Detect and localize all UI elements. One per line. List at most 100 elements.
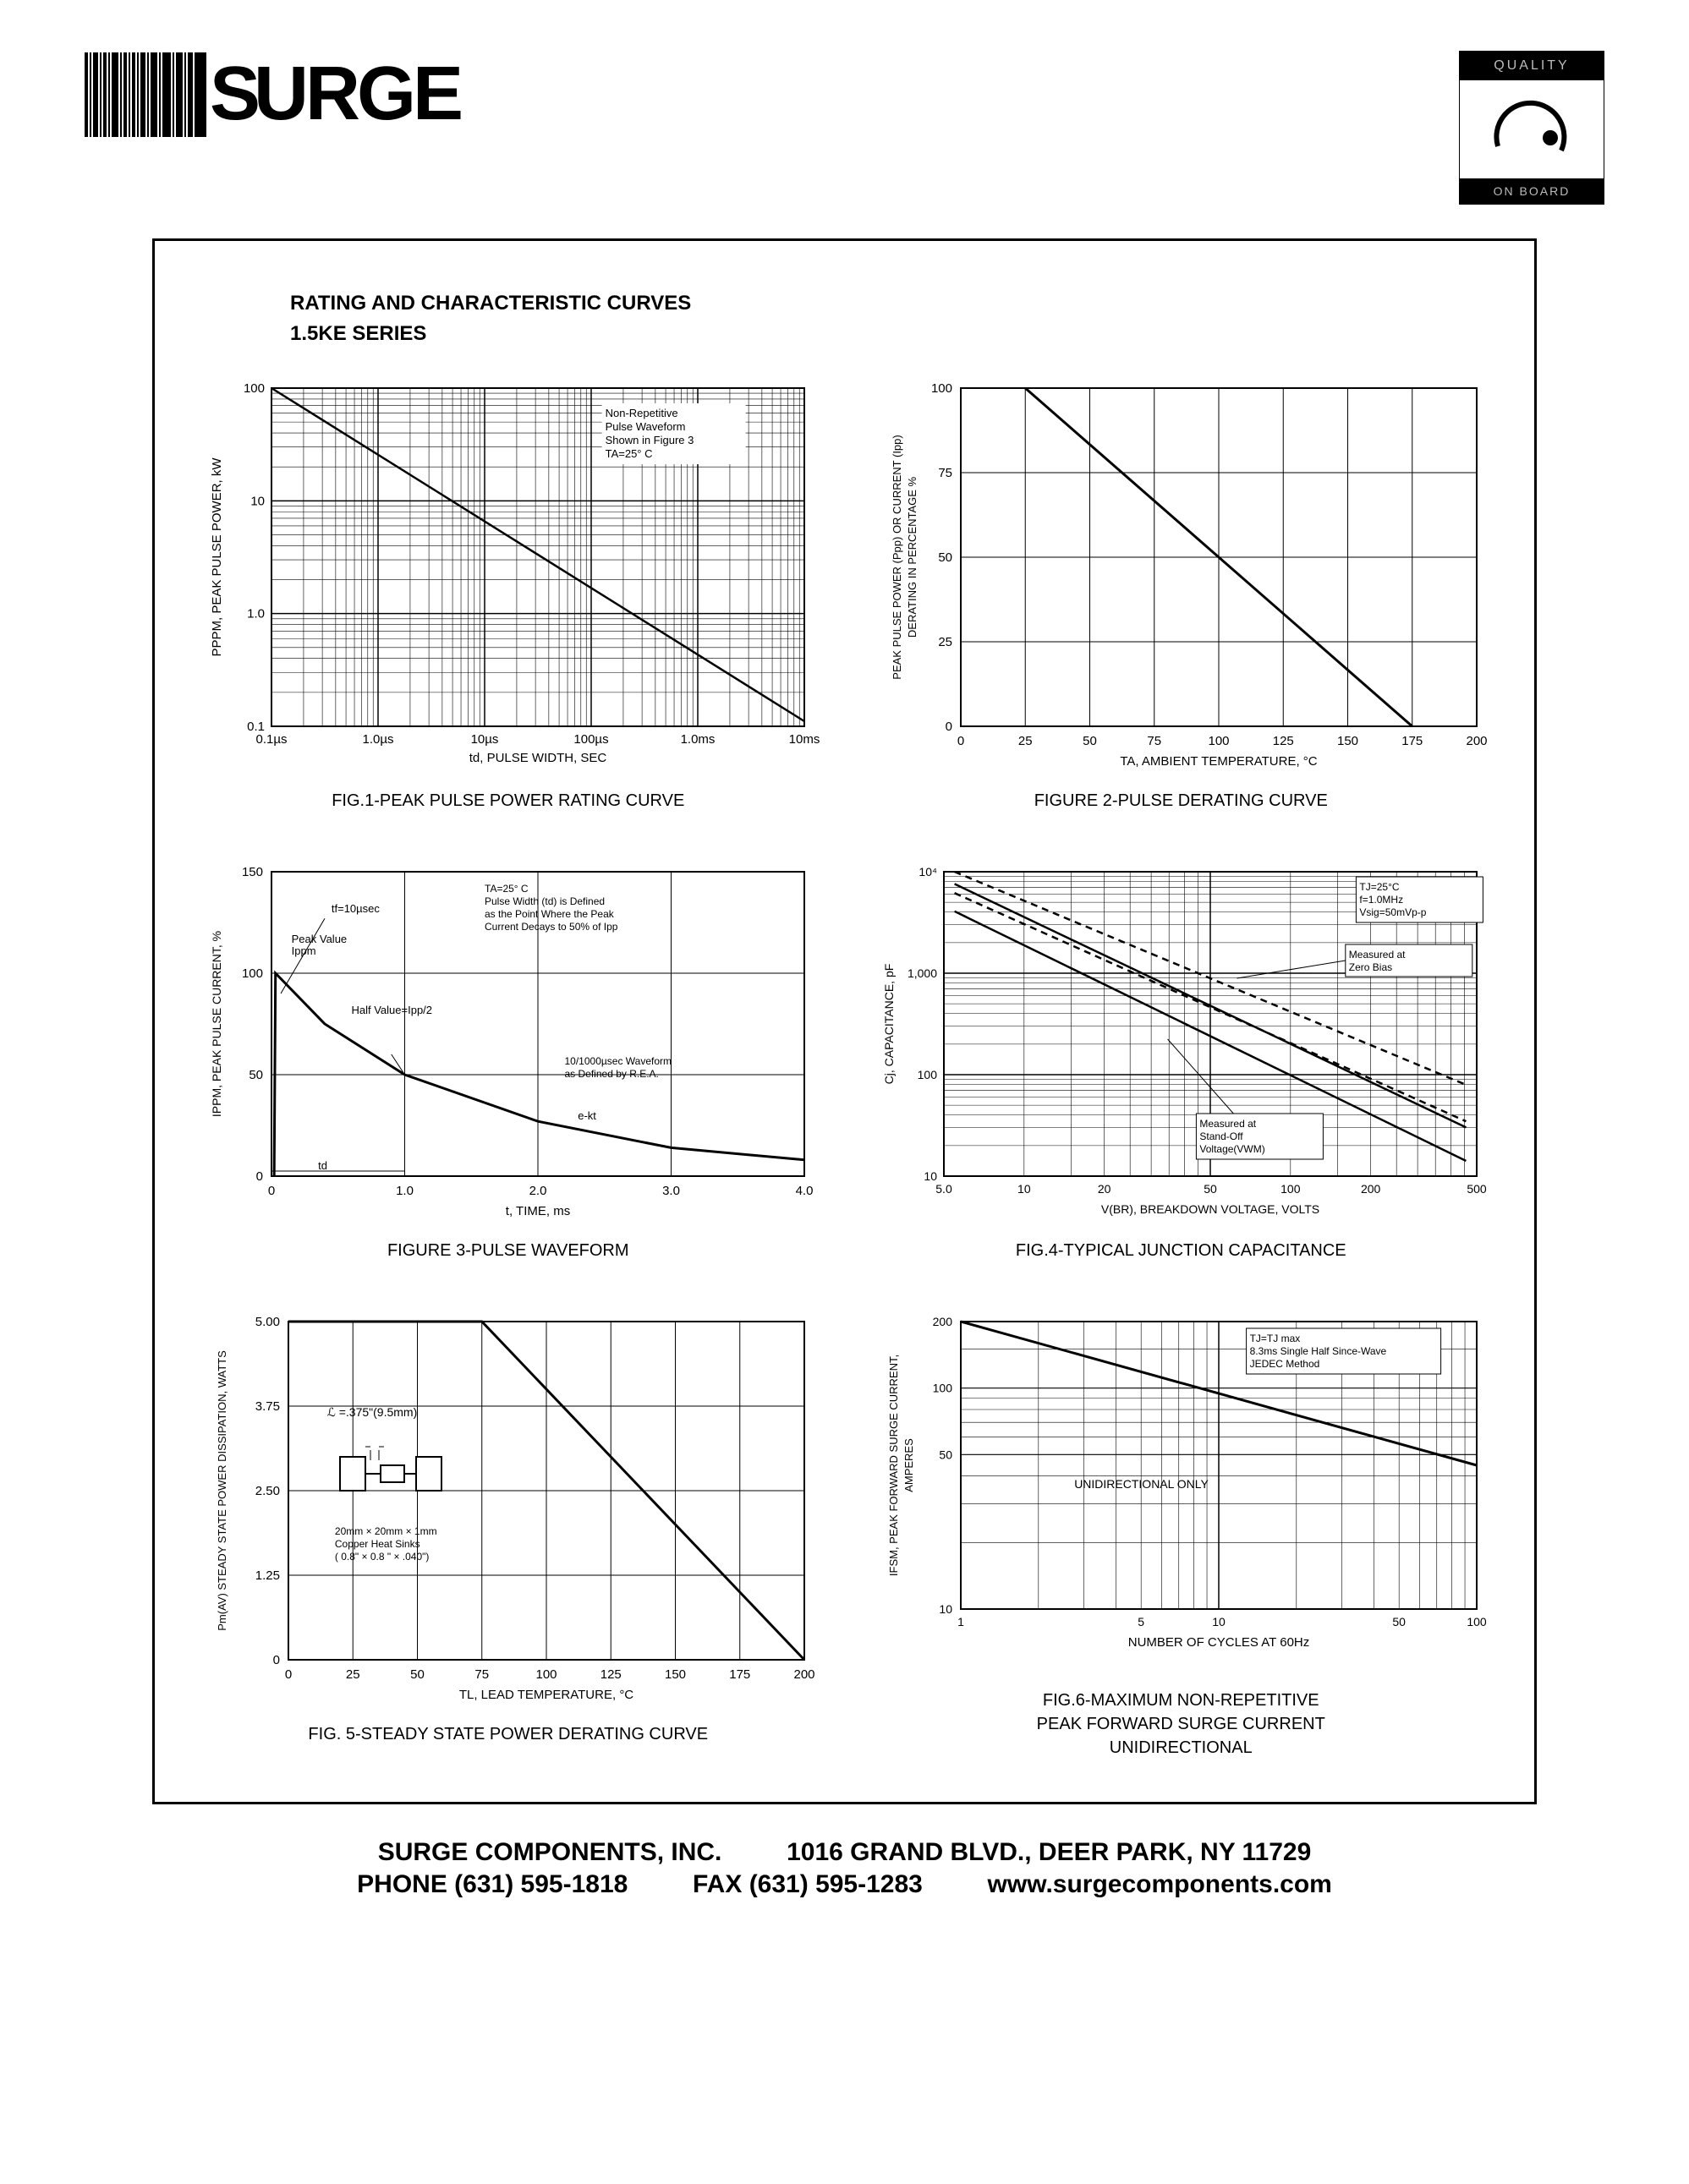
- fig4-caption: FIG.4-TYPICAL JUNCTION CAPACITANCE: [1016, 1239, 1346, 1262]
- svg-text:3.0: 3.0: [662, 1184, 680, 1198]
- svg-text:Non-Repetitive: Non-Repetitive: [605, 407, 677, 419]
- badge-icon: [1460, 80, 1604, 178]
- svg-text:100: 100: [242, 966, 263, 981]
- svg-text:f=1.0MHz: f=1.0MHz: [1360, 894, 1404, 906]
- fig6-caption: FIG.6-MAXIMUM NON-REPETITIVEPEAK FORWARD…: [1037, 1689, 1325, 1760]
- svg-text:td, PULSE WIDTH, SEC: td, PULSE WIDTH, SEC: [469, 751, 606, 765]
- svg-text:200: 200: [793, 1667, 814, 1682]
- svg-text:5.00: 5.00: [255, 1315, 280, 1329]
- svg-text:Ippm: Ippm: [291, 944, 315, 957]
- brand-text: SURGE: [210, 51, 460, 138]
- svg-text:5: 5: [1138, 1615, 1145, 1628]
- svg-text:as Defined by R.E.A.: as Defined by R.E.A.: [564, 1068, 658, 1080]
- footer-fax: FAX (631) 595-1283: [693, 1870, 923, 1898]
- svg-text:100: 100: [1280, 1182, 1301, 1196]
- svg-text:TL, LEAD TEMPERATURE, °C: TL, LEAD TEMPERATURE, °C: [459, 1688, 633, 1702]
- svg-text:10: 10: [1212, 1615, 1226, 1628]
- svg-text:100: 100: [535, 1667, 557, 1682]
- svg-text:0: 0: [272, 1653, 279, 1667]
- svg-text:175: 175: [729, 1667, 750, 1682]
- section-title: RATING AND CHARACTERISTIC CURVES: [290, 292, 1500, 315]
- chart-row-3: 025507510012515017520001.252.503.755.00ℒ…: [189, 1305, 1500, 1760]
- svg-text:8.3ms Single Half Since-Wave: 8.3ms Single Half Since-Wave: [1250, 1345, 1387, 1357]
- svg-text:100: 100: [1209, 734, 1230, 748]
- svg-text:200: 200: [1467, 734, 1488, 748]
- svg-text:0.1µs: 0.1µs: [255, 732, 287, 747]
- svg-text:Current Decays to 50% of Ipp: Current Decays to 50% of Ipp: [485, 921, 618, 933]
- fig3-chart: 01.02.03.04.0050100150tf=10µsecPeak Valu…: [195, 855, 821, 1227]
- svg-text:1.0ms: 1.0ms: [680, 732, 715, 747]
- svg-text:Half Value=Ipp/2: Half Value=Ipp/2: [351, 1004, 432, 1016]
- fig3-caption: FIGURE 3-PULSE WAVEFORM: [387, 1239, 629, 1262]
- svg-text:TJ=TJ max: TJ=TJ max: [1250, 1333, 1301, 1344]
- svg-text:75: 75: [939, 466, 953, 480]
- svg-text:10: 10: [924, 1169, 938, 1183]
- footer-line1: SURGE COMPONENTS, INC. 1016 GRAND BLVD.,…: [85, 1838, 1604, 1867]
- svg-text:20mm × 20mm × 1mm: 20mm × 20mm × 1mm: [335, 1525, 437, 1537]
- footer-phone: PHONE (631) 595-1818: [357, 1870, 628, 1898]
- svg-text:Stand-Off: Stand-Off: [1200, 1130, 1244, 1142]
- svg-text:10/1000µsec Waveform: 10/1000µsec Waveform: [564, 1055, 672, 1067]
- svg-text:25: 25: [346, 1667, 360, 1682]
- svg-text:50: 50: [249, 1068, 263, 1082]
- brand-logo: SURGE: [85, 51, 460, 138]
- svg-text:V(BR), BREAKDOWN VOLTAGE, VOLT: V(BR), BREAKDOWN VOLTAGE, VOLTS: [1101, 1202, 1319, 1216]
- page: SURGE QUALITY ON BOARD RATING AND CHARAC…: [0, 0, 1689, 1950]
- svg-text:200: 200: [933, 1315, 953, 1328]
- svg-text:150: 150: [1337, 734, 1358, 748]
- svg-text:25: 25: [939, 635, 953, 649]
- fig6-chart: 1050100200151050100TJ=TJ max8.3ms Single…: [868, 1305, 1494, 1677]
- badge-bottom-label: ON BOARD: [1460, 178, 1604, 204]
- svg-text:75: 75: [1148, 734, 1162, 748]
- svg-text:0: 0: [285, 1667, 292, 1682]
- svg-text:125: 125: [600, 1667, 621, 1682]
- svg-text:175: 175: [1401, 734, 1423, 748]
- series-title: 1.5KE SERIES: [290, 322, 1500, 346]
- svg-text:Shown in Figure 3: Shown in Figure 3: [605, 434, 694, 446]
- svg-text:125: 125: [1273, 734, 1294, 748]
- svg-text:Measured at: Measured at: [1349, 949, 1406, 961]
- fig1-cell: 0.1µs1.0µs10µs100µs1.0ms10ms0.11.010100N…: [189, 371, 828, 813]
- fig1-chart: 0.1µs1.0µs10µs100µs1.0ms10ms0.11.010100N…: [195, 371, 821, 777]
- svg-text:100: 100: [931, 381, 952, 396]
- svg-text:50: 50: [940, 1448, 953, 1461]
- svg-text:50: 50: [1083, 734, 1097, 748]
- svg-text:ℒ =.375"(9.5mm): ℒ =.375"(9.5mm): [327, 1405, 417, 1419]
- svg-text:Zero Bias: Zero Bias: [1349, 961, 1392, 973]
- svg-text:10µs: 10µs: [470, 732, 498, 747]
- fig5-caption: FIG. 5-STEADY STATE POWER DERATING CURVE: [308, 1722, 708, 1746]
- svg-text:100: 100: [933, 1382, 953, 1395]
- fig2-cell: 02550751001251501752000255075100TA, AMBI…: [862, 371, 1501, 813]
- svg-text:5.0: 5.0: [936, 1182, 953, 1196]
- svg-text:100µs: 100µs: [573, 732, 608, 747]
- barcode-icon: [85, 52, 206, 137]
- chart-row-1: 0.1µs1.0µs10µs100µs1.0ms10ms0.11.010100N…: [189, 371, 1500, 813]
- svg-text:( 0.8" × 0.8 " × .040"): ( 0.8" × 0.8 " × .040"): [335, 1551, 430, 1563]
- svg-text:1.0µs: 1.0µs: [362, 732, 393, 747]
- svg-text:t, TIME, ms: t, TIME, ms: [506, 1204, 570, 1218]
- header: SURGE QUALITY ON BOARD: [85, 51, 1604, 205]
- footer-line2: PHONE (631) 595-1818 FAX (631) 595-1283 …: [85, 1870, 1604, 1899]
- svg-text:Pm(AV) STEADY STATE POWER DISS: Pm(AV) STEADY STATE POWER DISSIPATION, W…: [216, 1350, 228, 1631]
- footer-url: www.surgecomponents.com: [988, 1870, 1332, 1898]
- svg-text:50: 50: [1393, 1615, 1407, 1628]
- svg-text:1.0: 1.0: [247, 607, 265, 621]
- svg-text:TA=25° C: TA=25° C: [485, 883, 529, 895]
- svg-text:Vsig=50mVp-p: Vsig=50mVp-p: [1360, 906, 1427, 918]
- svg-text:25: 25: [1018, 734, 1033, 748]
- svg-text:td: td: [318, 1159, 327, 1172]
- svg-text:PEAK PULSE POWER (Ppp) OR CURR: PEAK PULSE POWER (Ppp) OR CURRENT (Ipp): [891, 435, 903, 679]
- svg-text:tf=10µsec: tf=10µsec: [332, 902, 380, 915]
- svg-text:500: 500: [1467, 1182, 1488, 1196]
- svg-text:as the Point Where the Peak: as the Point Where the Peak: [485, 908, 615, 920]
- svg-text:1.0: 1.0: [396, 1184, 414, 1198]
- svg-text:100: 100: [1467, 1615, 1488, 1628]
- svg-text:TA=25° C: TA=25° C: [605, 447, 652, 460]
- svg-text:100: 100: [918, 1068, 938, 1081]
- badge-top-label: QUALITY: [1460, 52, 1604, 80]
- svg-text:TA, AMBIENT TEMPERATURE, °C: TA, AMBIENT TEMPERATURE, °C: [1121, 754, 1318, 769]
- svg-text:1: 1: [957, 1615, 964, 1628]
- svg-text:10: 10: [250, 494, 265, 508]
- fig5-chart: 025507510012515017520001.252.503.755.00ℒ…: [195, 1305, 821, 1711]
- svg-text:JEDEC Method: JEDEC Method: [1250, 1358, 1320, 1370]
